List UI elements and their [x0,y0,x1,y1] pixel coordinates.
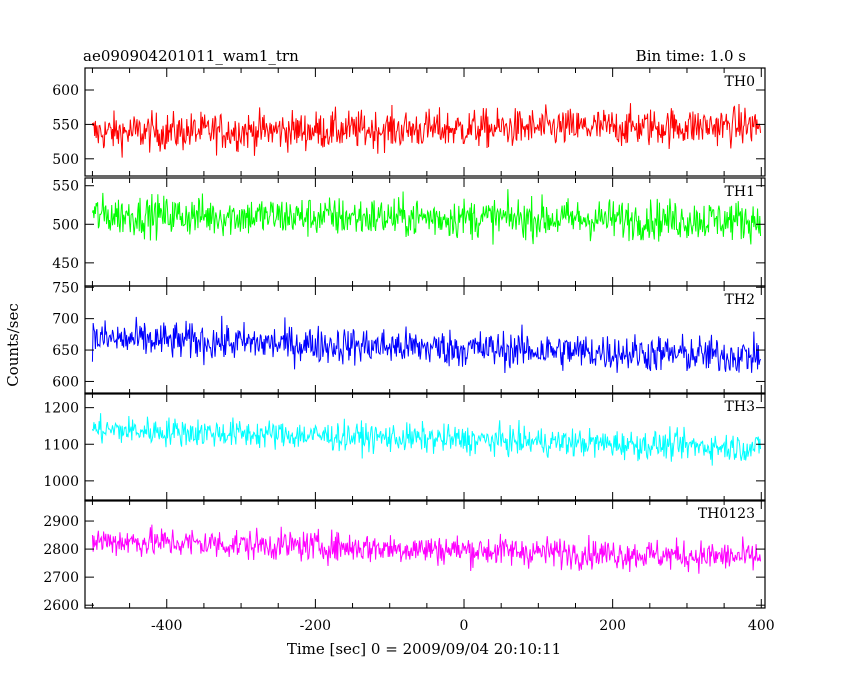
y-tick-label: 2700 [43,570,79,586]
y-tick-label: 2900 [43,514,79,530]
panels: TH0 500 550 600 TH1 450 500 550 TH2 600 650 700 750 T… [43,67,775,634]
y-tick-label: 2800 [43,542,79,558]
y-tick-label: 700 [52,312,79,328]
panel-frame-th2 [84,285,766,395]
y-tick-label: 1100 [43,437,79,453]
y-tick-label: 600 [52,374,79,390]
series-label-th1: TH1 [725,184,755,200]
y-tick-label: 450 [52,256,79,272]
panel-frame-th0 [84,67,766,177]
bin-time-label: Bin time: 1.0 s [636,47,746,65]
y-tick-label: 550 [52,179,79,195]
series-line-th0 [91,103,762,158]
y-axis-label: Counts/sec [4,303,22,387]
series-label-th3: TH3 [725,399,755,415]
series-label-th0: TH0 [725,74,755,90]
y-tick-label: 2600 [43,598,79,614]
y-tick-label: 750 [52,280,79,296]
panel-frame-th3 [84,392,766,502]
x-tick-label: 200 [599,618,626,634]
series-line-th2 [91,315,762,373]
x-tick-label: -200 [300,618,331,634]
series-label-th0123: TH0123 [698,506,755,522]
x-axis-label: Time [sec] 0 = 2009/09/04 20:10:11 [287,640,561,658]
y-tick-label: 550 [52,117,79,133]
panel-frame-th1 [84,177,766,287]
y-tick-label: 600 [52,83,79,99]
series-label-th2: TH2 [725,292,755,308]
y-tick-label: 1000 [43,474,79,490]
x-tick-label: 0 [460,618,469,634]
series-line-th1 [91,189,762,245]
y-tick-label: 650 [52,343,79,359]
series-line-th0123 [91,524,762,574]
series-line-th3 [91,413,762,466]
x-tick-label: -400 [151,618,182,634]
y-tick-label: 500 [52,152,79,168]
y-tick-label: 500 [52,217,79,233]
x-tick-label: 400 [748,618,775,634]
panel-frame-th0123 [84,499,766,609]
chart-title: ae090904201011_wam1_trn [83,47,299,65]
y-tick-label: 1200 [43,401,79,417]
